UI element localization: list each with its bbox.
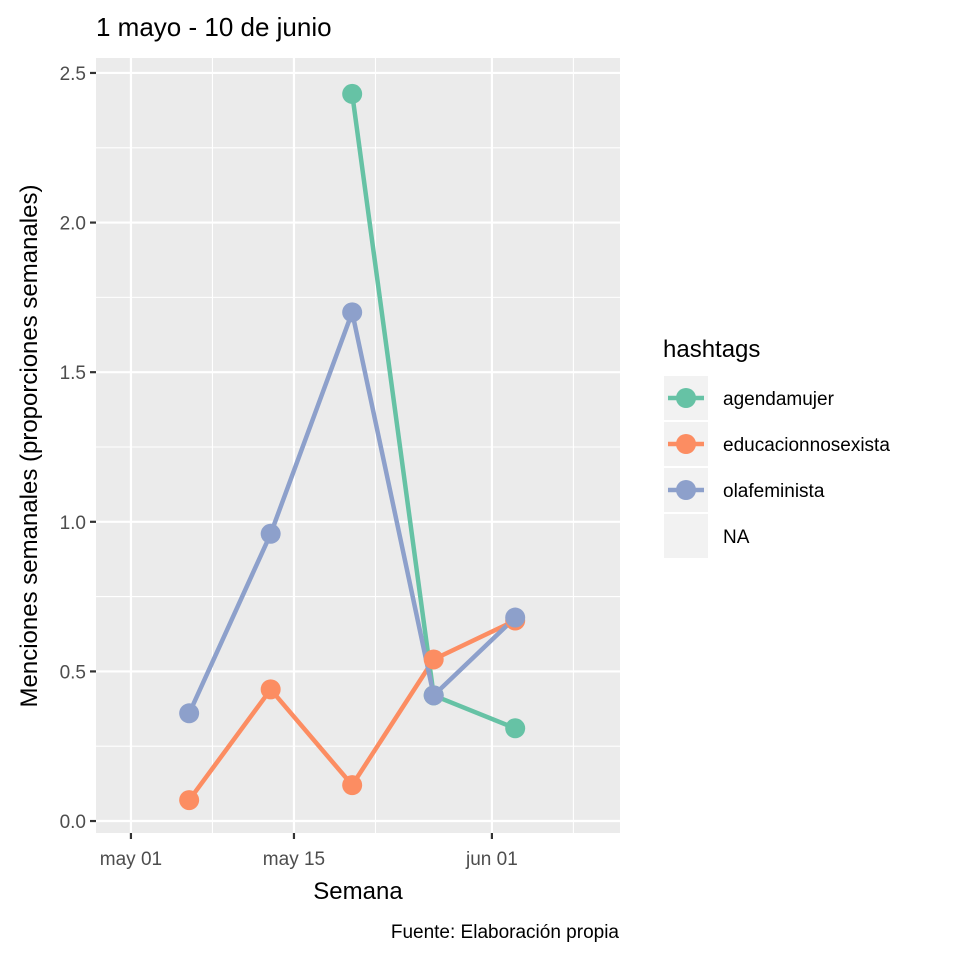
legend-label: olafeminista xyxy=(723,481,825,502)
legend-item-NA: NA xyxy=(664,514,750,558)
data-point-olafeminista xyxy=(505,607,526,628)
legend-label: agendamujer xyxy=(723,389,835,410)
legend-key-point xyxy=(676,434,696,454)
data-point-educacionnosexista xyxy=(260,679,281,700)
y-axis-title: Menciones semanales (proporciones semana… xyxy=(16,185,43,708)
x-tick-label: may 15 xyxy=(263,849,325,870)
x-axis: may 01 may 15 jun 01 xyxy=(100,833,518,870)
legend-item-agendamujer: agendamujer xyxy=(664,376,835,420)
series-points xyxy=(179,83,526,811)
legend-label: educacionnosexista xyxy=(723,435,890,456)
x-axis-title: Semana xyxy=(313,878,403,905)
major-grid xyxy=(96,58,620,833)
y-tick-label: 2.5 xyxy=(60,64,86,85)
x-tick-label: jun 01 xyxy=(465,849,518,870)
y-axis: 0.0 0.5 1.0 1.5 2.0 2.5 xyxy=(60,64,96,833)
data-point-olafeminista xyxy=(179,703,200,724)
chart-title: 1 mayo - 10 de junio xyxy=(96,12,332,42)
data-point-agendamujer xyxy=(505,718,526,739)
legend-item-educacionnosexista: educacionnosexista xyxy=(664,422,890,466)
plot-panel xyxy=(96,58,620,833)
y-tick-label: 0.5 xyxy=(60,662,86,683)
legend-key-point xyxy=(676,480,696,500)
y-tick-label: 1.0 xyxy=(60,513,86,534)
data-point-olafeminista xyxy=(423,685,444,706)
data-point-educacionnosexista xyxy=(423,649,444,670)
legend-label: NA xyxy=(723,527,750,548)
y-tick-label: 1.5 xyxy=(60,363,86,384)
data-point-olafeminista xyxy=(260,523,281,544)
legend-key xyxy=(664,514,708,558)
y-tick-label: 2.0 xyxy=(60,214,86,235)
legend: hashtags agendamujer educacionnosexista ol… xyxy=(663,336,890,558)
legend-title: hashtags xyxy=(663,336,760,363)
legend-key-point xyxy=(676,388,696,408)
y-tick-label: 0.0 xyxy=(60,812,86,833)
x-tick-label: may 01 xyxy=(100,849,162,870)
data-point-educacionnosexista xyxy=(179,790,200,811)
legend-item-olafeminista: olafeminista xyxy=(664,468,825,512)
data-point-agendamujer xyxy=(342,83,363,104)
chart-caption: Fuente: Elaboración propia xyxy=(391,922,620,943)
data-point-olafeminista xyxy=(342,302,363,323)
data-point-educacionnosexista xyxy=(342,775,363,796)
